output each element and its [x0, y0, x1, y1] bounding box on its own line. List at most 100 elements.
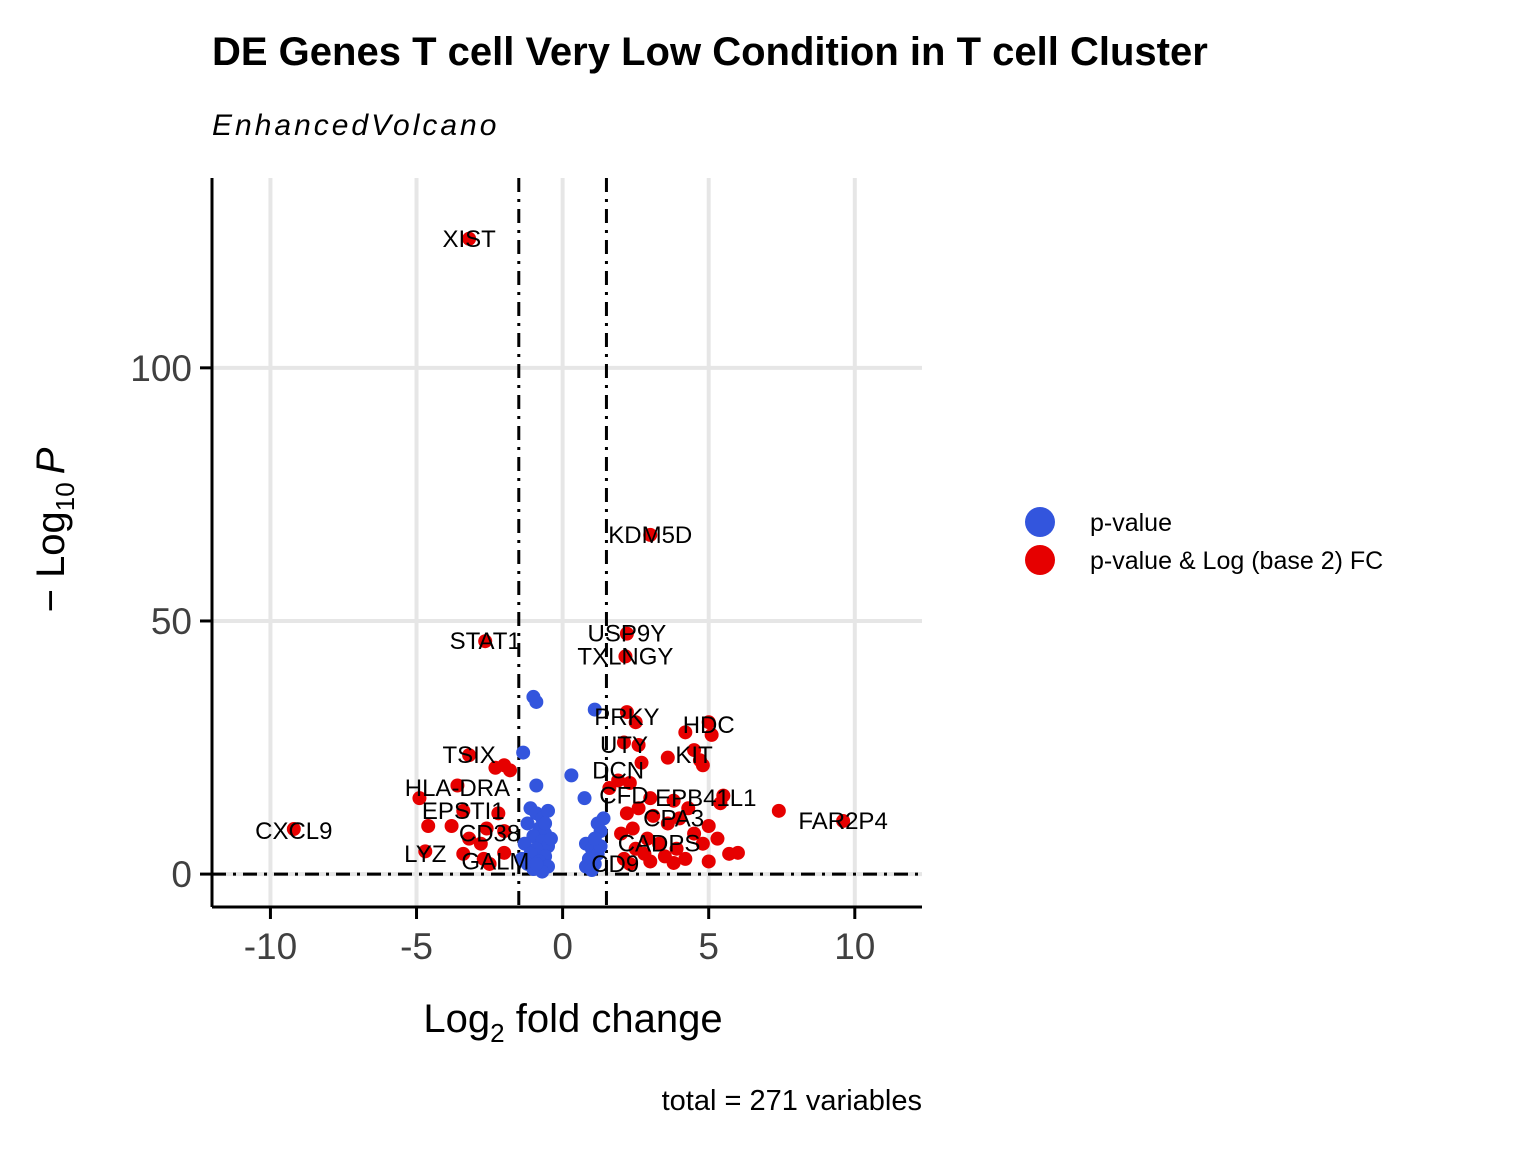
y-axis-title-prefix: − Log — [29, 511, 73, 612]
x-axis-title-main: Log — [423, 997, 490, 1041]
point-pvalue-fc-36 — [421, 819, 436, 833]
point-pvalue-26 — [543, 831, 558, 846]
point-pvalue-fc-24 — [412, 791, 427, 806]
point-pvalue-27 — [514, 851, 529, 866]
gene-label-epb41l1: EPB41L1 — [655, 785, 756, 812]
gene-label-xist: XIST — [442, 226, 496, 253]
gene-label-stat1: STAT1 — [450, 628, 521, 655]
point-pvalue-6 — [587, 702, 602, 717]
point-pvalue-fc-71 — [643, 854, 658, 869]
point-pvalue-fc-10 — [616, 735, 631, 750]
gene-label-cxcl9: CXCL9 — [255, 818, 332, 845]
legend-marker-0 — [1025, 507, 1055, 537]
y-axis-title-italic: P — [29, 447, 73, 474]
point-pvalue-10 — [541, 803, 556, 818]
point-pvalue-fc-38 — [479, 821, 494, 836]
gene-label-cd9: CD9 — [591, 851, 639, 878]
axes — [200, 178, 922, 919]
point-pvalue-fc-25 — [622, 775, 637, 790]
point-pvalue-39 — [584, 863, 599, 878]
point-pvalue-fc-62 — [701, 854, 716, 869]
gene-label-dcn: DCN — [592, 757, 644, 784]
point-pvalue-fc-67 — [669, 841, 684, 856]
point-pvalue-fc-5 — [619, 705, 634, 720]
gene-label-txlngy: TXLNGY — [577, 643, 673, 670]
gene-label-cfd: CFD — [599, 783, 648, 810]
point-pvalue-fc-34 — [456, 803, 471, 818]
point-pvalue-2 — [516, 745, 531, 760]
gene-label-hdc: HDC — [683, 712, 735, 739]
point-pvalue-29 — [529, 856, 544, 871]
point-pvalue-fc-43 — [456, 846, 471, 861]
point-pvalue-fc-18 — [503, 763, 518, 778]
point-pvalue-fc-12 — [687, 743, 702, 758]
point-pvalue-fc-55 — [652, 836, 667, 851]
point-pvalue-fc-33 — [286, 822, 301, 837]
legend: p-value p-value & Log (base 2) FC — [1025, 507, 1383, 575]
legend-label-0: p-value — [1090, 509, 1172, 537]
y-tick-label-2: 100 — [130, 348, 192, 389]
point-pvalue-fc-14 — [660, 750, 675, 765]
point-pvalue-11 — [520, 816, 535, 831]
point-pvalue-fc-52 — [701, 819, 716, 833]
point-pvalue-41 — [587, 831, 602, 846]
point-pvalue-fc-19 — [488, 760, 503, 775]
point-pvalue-fc-42 — [418, 844, 433, 859]
point-pvalue-fc-7 — [628, 715, 643, 730]
point-pvalue-3 — [529, 778, 544, 793]
point-pvalue-fc-32 — [836, 813, 851, 828]
point-pvalue-17 — [517, 836, 532, 851]
point-pvalue-28 — [538, 816, 553, 831]
grid-lines — [212, 178, 922, 907]
point-pvalue-fc-9 — [704, 727, 719, 742]
x-tick-label-2: 0 — [552, 926, 573, 967]
point-pvalue-fc-20 — [695, 758, 710, 773]
point-pvalue-fc-49 — [625, 821, 640, 836]
point-pvalue-37 — [596, 811, 611, 826]
point-pvalue-fc-0 — [462, 231, 477, 246]
point-pvalue-fc-70 — [622, 856, 637, 871]
point-pvalue-fc-68 — [695, 836, 710, 851]
point-pvalue-fc-39 — [497, 824, 512, 839]
point-pvalue-fc-59 — [678, 851, 693, 866]
gene-label-epsti1: EPSTI1 — [422, 798, 505, 825]
point-pvalue-fc-8 — [678, 725, 693, 740]
point-pvalue-fc-28 — [713, 796, 728, 811]
point-pvalue-5 — [577, 791, 592, 806]
point-pvalue-fc-22 — [602, 781, 617, 796]
point-pvalue-fc-45 — [482, 856, 497, 871]
legend-marker-1 — [1025, 545, 1055, 575]
x-tick-label-3: 5 — [698, 926, 719, 967]
gene-label-tsix: TSIX — [442, 742, 495, 769]
gene-label-prky: PRKY — [594, 704, 659, 731]
gene-label-cd38: CD38 — [459, 821, 520, 848]
point-pvalue-fc-64 — [619, 806, 634, 821]
gene-label-kdm5d: KDM5D — [608, 522, 692, 549]
x-axis-title-subscript: 2 — [490, 1018, 504, 1048]
point-pvalue-fc-4 — [618, 649, 633, 664]
point-pvalue-fc-17 — [634, 755, 649, 770]
point-pvalue-fc-54 — [710, 831, 725, 846]
point-pvalue-fc-1 — [643, 527, 658, 542]
data-points — [286, 231, 851, 879]
y-tick-label-0: 0 — [171, 854, 192, 895]
point-pvalue-4 — [564, 768, 579, 783]
point-pvalue-fc-47 — [646, 808, 661, 823]
gene-label-lyz: LYZ — [404, 841, 446, 868]
point-pvalue-fc-46 — [497, 845, 512, 860]
legend-label-1: p-value & Log (base 2) FC — [1090, 547, 1383, 575]
x-axis-title: Log2 fold change — [423, 997, 722, 1048]
point-pvalue-fc-37 — [444, 819, 459, 833]
gene-label-cpa3: CPA3 — [643, 805, 704, 832]
gene-label-usp9y: USP9Y — [588, 621, 667, 648]
point-pvalue-fc-2 — [619, 626, 634, 641]
point-pvalue-fc-41 — [473, 836, 488, 851]
point-pvalue-fc-30 — [681, 801, 696, 816]
point-pvalue-fc-35 — [491, 806, 506, 821]
x-tick-label-4: 10 — [834, 926, 875, 967]
gene-label-kit: KIT — [675, 742, 713, 769]
point-pvalue-fc-53 — [687, 826, 702, 841]
